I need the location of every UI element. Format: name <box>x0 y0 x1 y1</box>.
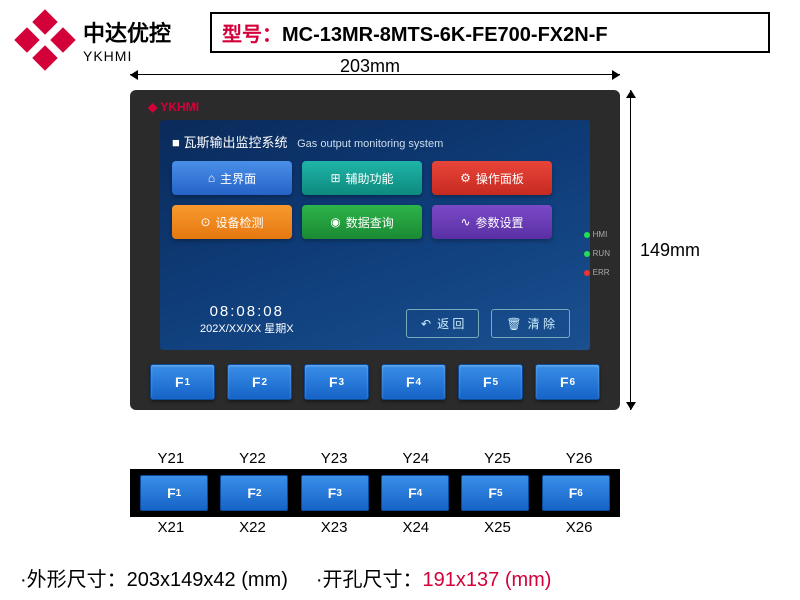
menu-button-0[interactable]: ⌂ 主界面 <box>172 161 292 195</box>
pin-label-Y23: Y23 <box>321 450 348 467</box>
clear-icon: 🗑 <box>506 317 521 331</box>
title-en: Gas output monitoring system <box>297 138 443 150</box>
menu-label: 辅助功能 <box>346 170 394 187</box>
fkey-f1[interactable]: F1 <box>150 364 215 400</box>
model-label: 型号： <box>222 18 282 47</box>
pin-key-f2: F2 <box>220 475 288 511</box>
pin-label-Y25: Y25 <box>484 450 511 467</box>
pin-label-Y26: Y26 <box>566 450 593 467</box>
spec-hole-value: 191x137 (mm) <box>423 569 552 591</box>
hmi-brand: YKHMI <box>148 100 610 114</box>
logo-text-en: YKHMI <box>83 48 171 64</box>
menu-icon: ⌂ <box>208 171 215 185</box>
menu-icon: ⊞ <box>330 171 340 185</box>
pin-label-X24: X24 <box>402 519 429 536</box>
pin-label-X23: X23 <box>321 519 348 536</box>
menu-button-1[interactable]: ⊞ 辅助功能 <box>302 161 422 195</box>
fkey-f4[interactable]: F4 <box>381 364 446 400</box>
pin-label-X25: X25 <box>484 519 511 536</box>
pin-label-Y22: Y22 <box>239 450 266 467</box>
pin-key-f6: F6 <box>542 475 610 511</box>
pin-label-X22: X22 <box>239 519 266 536</box>
logo-icon <box>15 10 75 70</box>
clear-button[interactable]: 🗑 清 除 <box>491 309 570 338</box>
pin-key-f5: F5 <box>461 475 529 511</box>
pin-key-f3: F3 <box>301 475 369 511</box>
spec-shape-label: ·外形尺寸： <box>20 569 127 591</box>
menu-button-2[interactable]: ⚙ 操作面板 <box>432 161 552 195</box>
dim-line-vertical <box>630 90 631 410</box>
dimension-height: 149mm <box>640 240 700 261</box>
hmi-screen: 瓦斯输出监控系统 Gas output monitoring system ⌂ 主… <box>160 120 590 350</box>
spec-hole-label: ·开孔尺寸： <box>316 569 423 591</box>
menu-icon: ∿ <box>460 215 470 229</box>
pin-label-Y21: Y21 <box>157 450 184 467</box>
menu-icon: ⚙ <box>460 171 471 185</box>
function-keys: F1 F2 F3 F4 F5 F6 <box>150 364 600 400</box>
menu-icon: ◉ <box>330 215 340 229</box>
menu-button-3[interactable]: ⊙ 设备检测 <box>172 205 292 239</box>
menu-button-5[interactable]: ∿ 参数设置 <box>432 205 552 239</box>
brand-logo: 中达优控 YKHMI <box>15 10 171 70</box>
hmi-device: YKHMI 瓦斯输出监控系统 Gas output monitoring sys… <box>130 90 620 410</box>
logo-text-cn: 中达优控 <box>83 16 171 48</box>
back-button[interactable]: ↶ 返 回 <box>406 309 479 338</box>
fkey-f6[interactable]: F6 <box>535 364 600 400</box>
back-label: 返 回 <box>437 315 464 332</box>
menu-grid: ⌂ 主界面 ⊞ 辅助功能 ⚙ 操作面板 ⊙ 设备检测 ◉ 数据查询 ∿ 参数设置 <box>172 161 552 239</box>
fkey-f5[interactable]: F5 <box>458 364 523 400</box>
model-value: MC-13MR-8MTS-6K-FE700-FX2N-F <box>282 24 608 47</box>
model-box: 型号： MC-13MR-8MTS-6K-FE700-FX2N-F <box>210 12 770 53</box>
fkey-f3[interactable]: F3 <box>304 364 369 400</box>
pin-key-f1: F1 <box>140 475 208 511</box>
date-value: 202X/XX/XX 星期X <box>200 320 294 336</box>
menu-label: 数据查询 <box>346 214 394 231</box>
menu-icon: ⊙ <box>200 215 210 229</box>
led-run: RUN <box>584 249 610 258</box>
clock: 08:08:08 202X/XX/XX 星期X <box>200 303 294 336</box>
pin-label-X26: X26 <box>566 519 593 536</box>
menu-label: 参数设置 <box>476 214 524 231</box>
pin-key-f4: F4 <box>381 475 449 511</box>
menu-button-4[interactable]: ◉ 数据查询 <box>302 205 422 239</box>
menu-label: 操作面板 <box>476 170 524 187</box>
pin-label-X21: X21 <box>157 519 184 536</box>
dim-line-horizontal <box>130 74 620 75</box>
led-hmi: HMI <box>584 230 610 239</box>
clear-label: 清 除 <box>528 315 555 332</box>
title-cn: 瓦斯输出监控系统 <box>183 135 287 150</box>
menu-label: 设备检测 <box>216 214 264 231</box>
spec-shape-value: 203x149x42 (mm) <box>127 569 288 591</box>
back-icon: ↶ <box>421 317 431 331</box>
time-value: 08:08:08 <box>200 303 294 320</box>
pin-diagram: Y21 Y22 Y23 Y24 Y25 Y26 F1 F2 F3 F4 F5 F6 X21 X22 X2… <box>130 450 620 538</box>
system-title: 瓦斯输出监控系统 Gas output monitoring system <box>172 132 578 151</box>
specifications: ·外形尺寸：203x149x42 (mm) ·开孔尺寸：191x137 (mm) <box>20 563 551 592</box>
status-leds: HMI RUN ERR <box>584 230 610 277</box>
fkey-f2[interactable]: F2 <box>227 364 292 400</box>
menu-label: 主界面 <box>220 170 256 187</box>
pin-label-Y24: Y24 <box>402 450 429 467</box>
led-err: ERR <box>584 268 610 277</box>
